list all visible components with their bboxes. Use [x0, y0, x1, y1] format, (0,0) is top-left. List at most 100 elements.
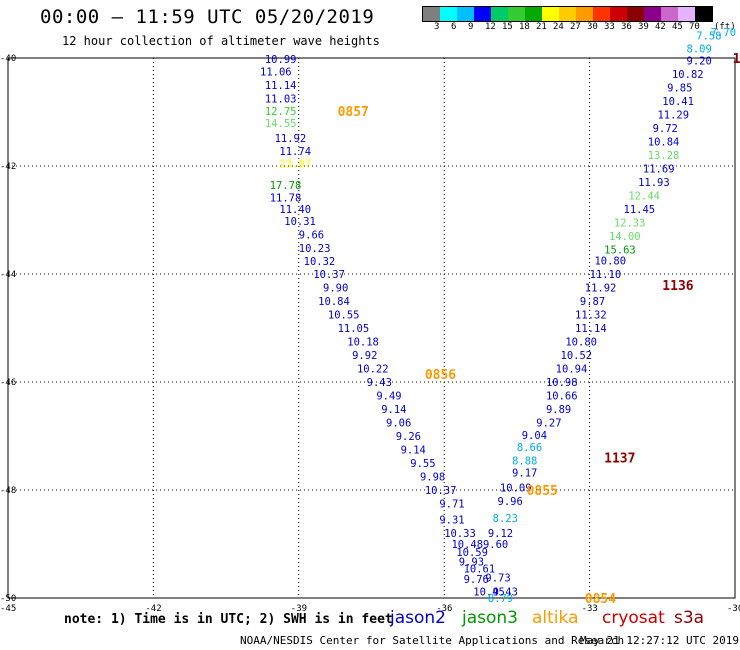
swh-value-label: 9.14: [381, 404, 406, 416]
swh-value-label: 10.37: [425, 485, 457, 497]
y-tick-label: -48: [0, 486, 16, 496]
swh-value-label: 12.75: [265, 106, 297, 118]
colorbar-label: 9: [468, 22, 474, 32]
colorbar-label: 12: [485, 22, 496, 32]
x-tick-label: -42: [145, 604, 161, 614]
swh-value-label: 10.37: [313, 269, 345, 281]
colorbar-swatch: [508, 7, 525, 21]
swh-value-label: 8.09: [687, 43, 712, 55]
swh-value-label: 11.40: [279, 204, 311, 216]
swh-value-label: 11.69: [643, 164, 675, 176]
swh-value-label: 9.55: [410, 458, 435, 470]
swh-value-label: 9.85: [667, 83, 692, 95]
swh-value-label: 7.70: [711, 27, 736, 39]
time-label-altika: 0856: [425, 368, 456, 383]
legend-item-altika: altika: [532, 608, 579, 628]
swh-value-label: 13.28: [648, 150, 680, 162]
swh-value-label: 10.32: [304, 256, 336, 268]
swh-value-label: 9.49: [376, 391, 401, 403]
swh-value-label: 9.92: [352, 350, 377, 362]
swh-value-label: 10.98: [546, 377, 578, 389]
colorbar-swatch: [678, 7, 695, 21]
y-tick-label: -50: [0, 594, 16, 604]
colorbar-unit: (ft): [714, 22, 736, 32]
page-title: 00:00 – 11:59 UTC 05/20/2019: [40, 6, 375, 28]
swh-value-label: 12.33: [614, 218, 646, 230]
y-tick-label: -42: [0, 162, 16, 172]
time-label-altika: 0854: [585, 592, 616, 607]
swh-value-label: 9.98: [420, 472, 445, 484]
swh-value-label: 9.14: [401, 445, 426, 457]
swh-value-label: 11.29: [657, 110, 689, 122]
colorbar-label: 39: [638, 22, 649, 32]
legend-item-jason2: jason2: [390, 608, 446, 628]
swh-value-label: 10.82: [672, 69, 704, 81]
footnote: note: 1) Time is in UTC; 2) SWH is in fe…: [64, 612, 393, 627]
swh-value-label: 8.23: [493, 513, 518, 525]
colorbar-swatch: [661, 7, 678, 21]
colorbar-swatch: [695, 7, 712, 21]
legend-item-s3a: s3a: [674, 608, 705, 628]
swh-value-label: 9.17: [512, 468, 537, 480]
swh-value-label: 10.80: [594, 256, 626, 268]
y-tick-label: -44: [0, 270, 16, 280]
swh-value-label: 9.20: [687, 56, 712, 68]
swh-value-label: 10.22: [357, 364, 389, 376]
swh-value-label: 10.48: [451, 539, 483, 551]
swh-value-label: 11.92: [585, 283, 617, 295]
swh-value-label: 10.59: [456, 547, 488, 559]
colorbar-label: 30: [587, 22, 598, 32]
swh-value-label: 10.84: [318, 296, 350, 308]
swh-value-label: 11.05: [338, 323, 370, 335]
colorbar-swatch: [423, 7, 440, 21]
colorbar: [422, 6, 713, 22]
swh-value-label: 9.73: [485, 572, 510, 584]
swh-value-label: 11.74: [279, 146, 311, 158]
swh-value-label: 10.84: [648, 137, 680, 149]
swh-value-label: 9.76: [464, 574, 489, 586]
colorbar-swatch: [576, 7, 593, 21]
swh-value-label: 11.45: [624, 204, 656, 216]
swh-value-label: 9.12: [488, 528, 513, 540]
swh-value-label: 10.66: [546, 391, 578, 403]
y-tick-label: -40: [0, 54, 16, 64]
plot-frame: [7, 57, 736, 599]
time-label-s3a: 1137: [604, 452, 635, 467]
swh-value-label: 14.00: [609, 231, 641, 243]
axes: -45 -42 -39 -36 -33 -30 -40 -42 -44 -46 -48 -50: [0, 54, 740, 614]
time-label-s3a: 1136: [662, 279, 693, 294]
grid: [8, 58, 735, 598]
colorbar-swatch: [627, 7, 644, 21]
colorbar-swatch: [440, 7, 457, 21]
swh-value-label: 10.94: [556, 364, 588, 376]
swh-value-label: 11.14: [265, 80, 297, 92]
swh-value-label: 10.41: [662, 96, 694, 108]
colorbar-label: 15: [502, 22, 513, 32]
colorbar-label: 18: [519, 22, 530, 32]
generated-timestamp: May 21 12:27:12 UTC 2019: [580, 634, 739, 647]
colorbar-label: 36: [621, 22, 632, 32]
swh-value-label: 10.23: [299, 243, 331, 255]
swh-value-label: 9.43: [493, 587, 518, 599]
swh-value-label: 10.61: [464, 563, 496, 575]
colorbar-label: 33: [604, 22, 615, 32]
swh-value-label: 11.10: [590, 269, 622, 281]
swh-value-label: 11.78: [270, 192, 302, 204]
swh-value-label: 10.18: [347, 337, 379, 349]
colorbar-swatch: [610, 7, 627, 21]
x-tick-label: -30: [727, 604, 740, 614]
swh-value-label: 7.58: [696, 30, 721, 42]
swh-value-label: 8.66: [517, 442, 542, 454]
swh-value-label: 9.60: [483, 539, 508, 551]
swh-value-label: 9.89: [546, 404, 571, 416]
time-label-s3a: 11: [733, 52, 740, 67]
colorbar-label: 42: [655, 22, 666, 32]
swh-value-label: 15.63: [604, 245, 636, 257]
colorbar-swatch: [491, 7, 508, 21]
swh-value-label: 10.55: [328, 310, 360, 322]
colorbar-swatch: [525, 7, 542, 21]
swh-value-label: 14.55: [265, 118, 297, 130]
colorbar-label: 21: [536, 22, 547, 32]
swh-value-label: 11.92: [275, 133, 307, 145]
